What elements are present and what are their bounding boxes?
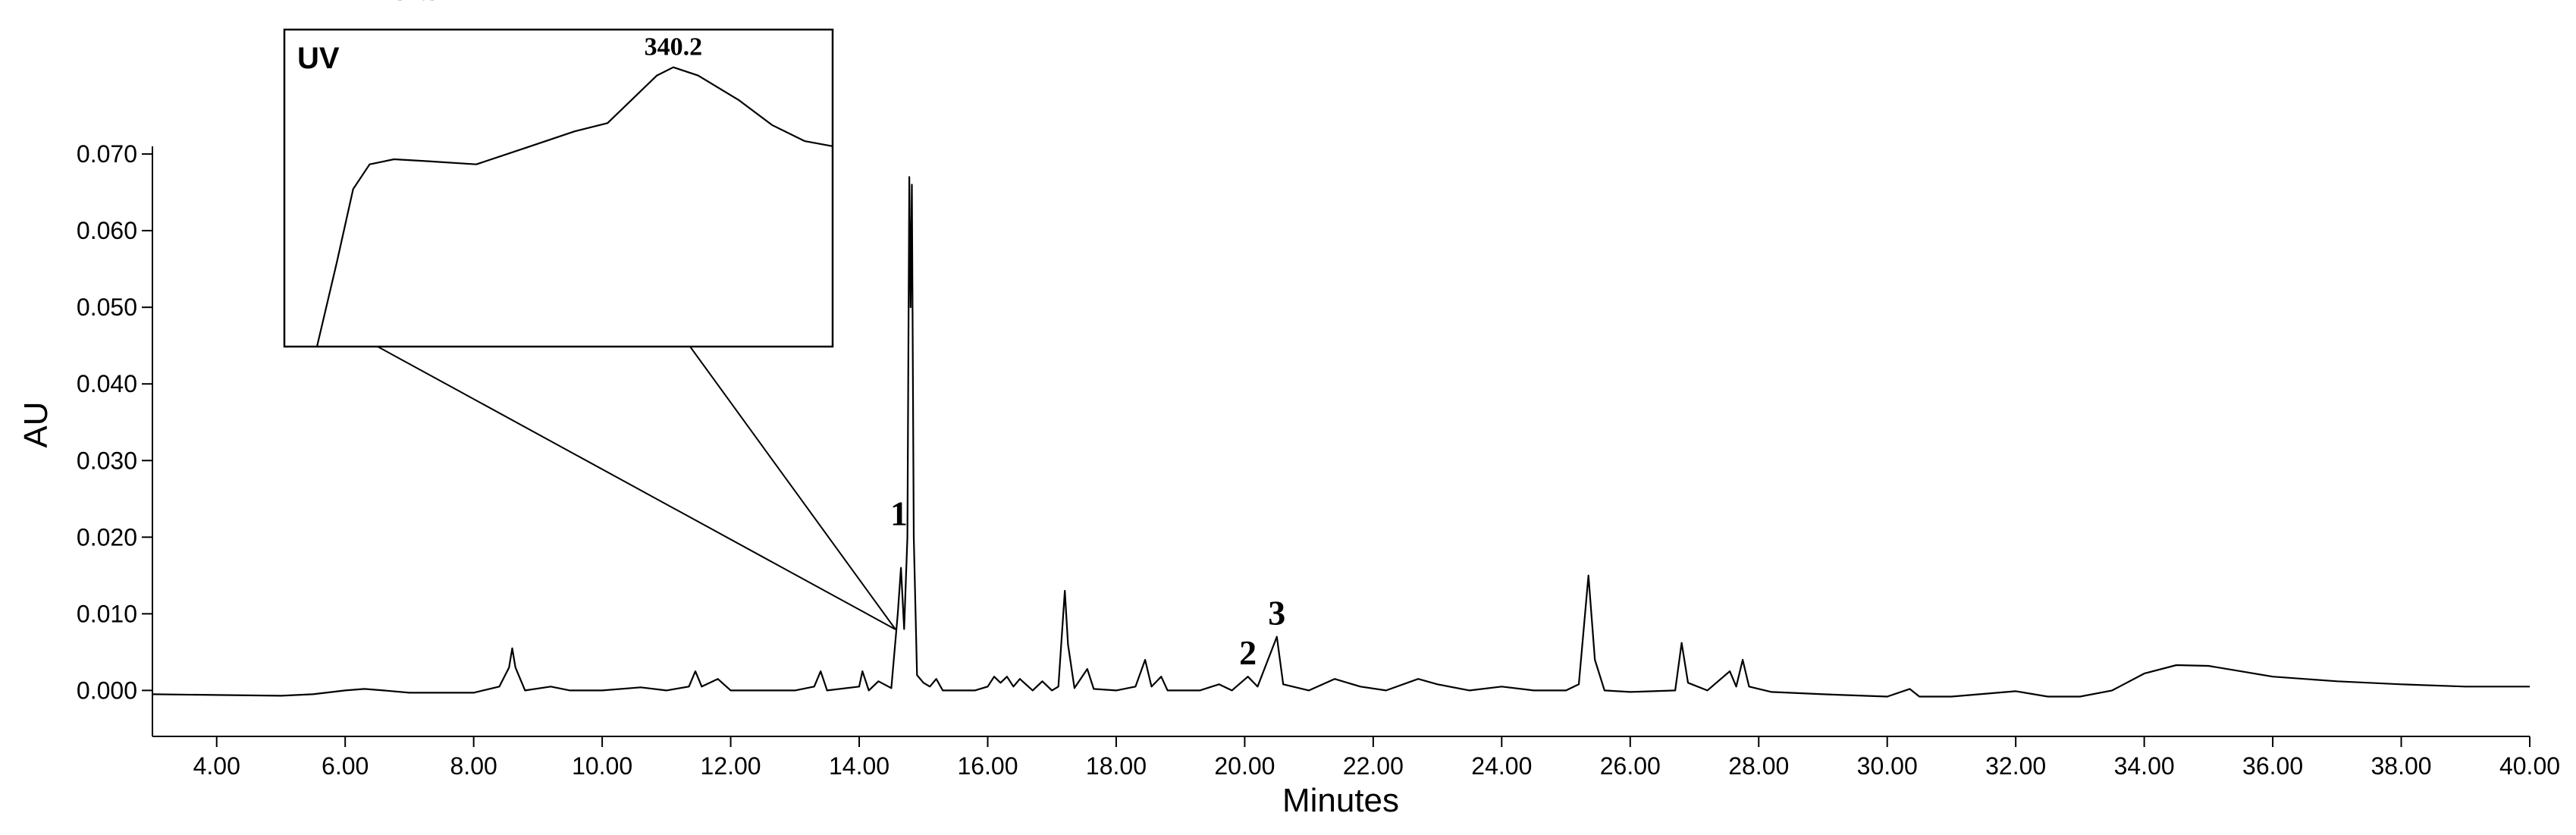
peak-label: 3 (1268, 594, 1285, 633)
x-tick-label: 14.00 (829, 752, 890, 780)
inset-title: UV (297, 42, 340, 75)
y-tick-label: 0.020 (77, 523, 137, 551)
y-tick-label: 0.010 (77, 600, 137, 627)
x-tick-label: 36.00 (2242, 752, 2303, 780)
x-tick-label: 38.00 (2371, 752, 2432, 780)
zoom-line (689, 346, 896, 630)
x-tick-label: 8.00 (450, 752, 497, 780)
y-tick-label: 0.070 (77, 140, 137, 168)
x-tick-label: 6.00 (322, 752, 369, 780)
y-tick-label: 0.050 (77, 294, 137, 321)
x-tick-label: 26.00 (1600, 752, 1661, 780)
x-tick-label: 32.00 (1985, 752, 2046, 780)
x-tick-label: 18.00 (1086, 752, 1147, 780)
trace (315, 66, 833, 347)
x-tick-label: 4.00 (193, 752, 240, 780)
trace (152, 176, 2530, 698)
x-tick-label: 22.00 (1343, 752, 1404, 780)
x-tick-label: 16.00 (957, 752, 1018, 780)
y-axis-title: AU (17, 401, 55, 447)
y-tick-label: 0.030 (77, 447, 137, 474)
zoom-line (377, 346, 896, 630)
peak-label: 252.3 (381, 0, 440, 6)
x-tick-label: 10.00 (572, 752, 632, 780)
x-tick-label: 34.00 (2114, 752, 2175, 780)
x-tick-label: 12.00 (701, 752, 761, 780)
x-tick-label: 28.00 (1728, 752, 1789, 780)
peak-label: 2 (1239, 633, 1257, 672)
x-tick-label: 20.00 (1214, 752, 1275, 780)
x-tick-label: 30.00 (1857, 752, 1918, 780)
y-tick-label: 0.000 (77, 676, 137, 704)
inset-frame (283, 28, 834, 348)
x-axis-title: Minutes (1282, 782, 1399, 819)
y-tick-label: 0.040 (77, 370, 137, 397)
peak-label: 1 (890, 494, 908, 532)
x-tick-label: 40.00 (2499, 752, 2560, 780)
x-tick-label: 24.00 (1471, 752, 1532, 780)
y-tick-label: 0.060 (77, 217, 137, 244)
peak-label: 340.2 (645, 33, 703, 61)
